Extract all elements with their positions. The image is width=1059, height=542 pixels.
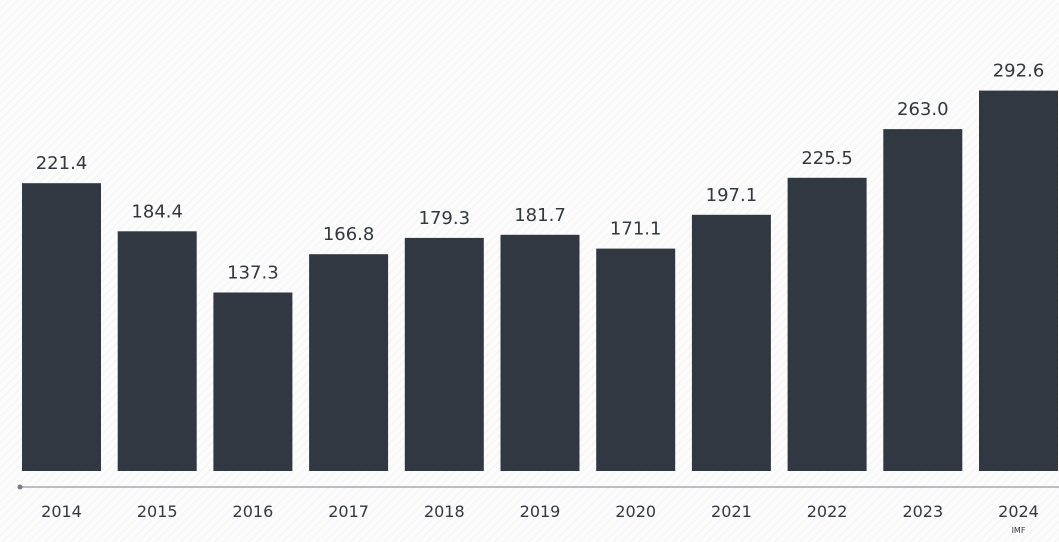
x-tick-2018: 2018 <box>424 502 465 521</box>
bar-2024 <box>979 90 1058 471</box>
x-tick-labels-layer: 2014 2015 2016 2017 2018 2019 2020 2021 2022 2023… <box>41 502 1039 535</box>
x-tick-2021: 2021 <box>711 502 752 521</box>
x-tick-2022: 2022 <box>807 502 848 521</box>
source-note-2024: IMF <box>1012 526 1026 535</box>
bar-2022 <box>787 177 867 472</box>
value-label-2024: 292.6 <box>993 61 1045 82</box>
value-label-2016: 137.3 <box>227 263 279 284</box>
bar-2017 <box>309 254 389 471</box>
value-label-2023: 263.0 <box>897 99 949 120</box>
bar-2018 <box>404 237 484 471</box>
x-tick-2015: 2015 <box>137 502 178 521</box>
bar-2016 <box>213 292 293 471</box>
x-tick-2019: 2019 <box>520 502 561 521</box>
x-tick-2016: 2016 <box>233 502 274 521</box>
value-label-2018: 179.3 <box>419 208 471 229</box>
value-label-2015: 184.4 <box>131 201 183 222</box>
bar-2019 <box>500 234 580 471</box>
bar-2021 <box>691 214 771 472</box>
value-label-2022: 225.5 <box>801 148 853 169</box>
x-tick-2023: 2023 <box>902 502 943 521</box>
bar-2023 <box>883 129 963 471</box>
x-tick-2020: 2020 <box>615 502 656 521</box>
value-label-2020: 171.1 <box>610 219 662 240</box>
value-label-2014: 221.4 <box>36 153 88 174</box>
bars-layer <box>22 90 1058 472</box>
x-tick-2014: 2014 <box>41 502 82 521</box>
bar-2014 <box>22 183 101 471</box>
value-label-2021: 197.1 <box>706 185 758 206</box>
value-label-2019: 181.7 <box>514 205 566 226</box>
x-axis-start-dot <box>17 484 23 490</box>
x-tick-2024: 2024 <box>998 502 1039 521</box>
value-label-2017: 166.8 <box>323 224 375 245</box>
x-tick-2017: 2017 <box>328 502 369 521</box>
value-labels-layer: 221.4 184.4 137.3 166.8 179.3 181.7 171.1 197.1… <box>36 61 1045 284</box>
bar-2020 <box>596 248 676 471</box>
bar-2015 <box>117 231 197 471</box>
